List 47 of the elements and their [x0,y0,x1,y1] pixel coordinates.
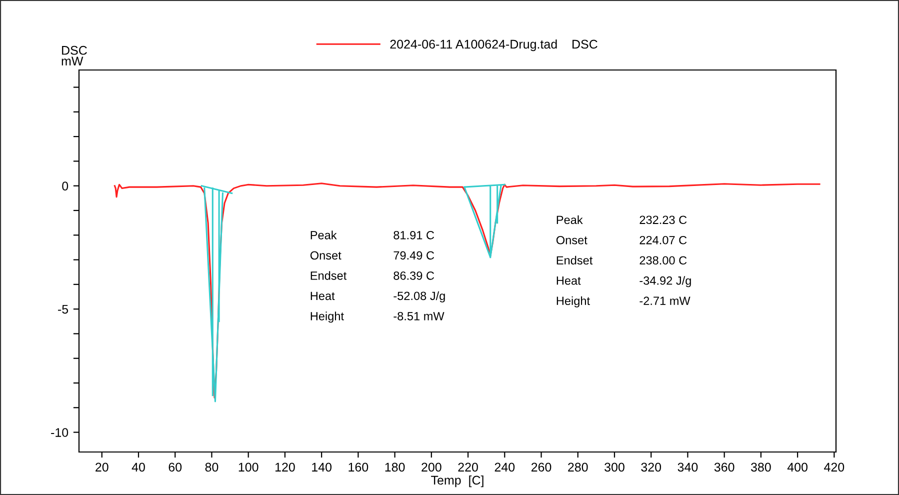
annotation: Endset [556,256,593,265]
x-tick-label: 400 [787,462,808,472]
x-tick-label: 200 [422,462,442,472]
annotation: 79.49 C [394,251,434,260]
annotation: Heat [556,276,581,285]
y-tick-label: -5 [58,304,68,314]
annotation: 224.07 C [640,236,687,244]
annotation: 81.91 C [394,230,434,240]
annotation: -34.92 J/g [640,276,691,288]
annotation: 238.00 C [640,256,687,265]
x-tick-label: 100 [238,462,258,472]
annotation: Endset [310,271,347,280]
x-tick-label: 160 [348,462,368,472]
x-tick-label: 40 [132,462,145,472]
x-tick-label: 380 [750,462,771,472]
x-tick-label: 300 [604,462,624,472]
legend-label: 2024-06-11 A100624-Drug.tad DSC [390,39,598,52]
x-axis-title: Temp [C] [431,475,484,488]
x-tick-label: 220 [458,462,478,472]
annotation: Peak [310,230,337,240]
x-tick-label: 120 [275,462,295,472]
annotation: 86.39 C [394,271,434,280]
annotation: Height [556,296,590,308]
x-tick-label: 280 [568,462,588,472]
x-tick-label: 60 [168,462,182,472]
annotation: 232.23 C [640,216,687,224]
x-tick-label: 420 [824,462,844,472]
y-tick-label: -10 [51,428,68,437]
x-tick-label: 20 [96,462,108,472]
x-tick-label: 340 [678,462,698,472]
x-tick-label: 80 [205,462,218,472]
annotation: -2.71 mW [640,296,690,305]
annotation: Height [310,312,344,323]
annotation: -52.08 J/g [394,291,445,302]
x-tick-label: 140 [312,462,332,472]
x-tick-label: 360 [714,462,734,472]
x-tick-label: 260 [531,462,552,472]
annotation: -8.51 mW [394,312,444,320]
y-tick-label: 0 [62,182,68,190]
annotation: Onset [310,251,342,260]
x-tick-label: 320 [641,462,662,472]
y-axis-title: DSC mW [62,46,87,66]
annotation: Peak [556,215,583,224]
annotation: Onset [556,236,588,244]
annotation: Heat [310,292,335,300]
x-tick-label: 180 [385,462,405,472]
x-tick-label: 240 [494,462,515,472]
